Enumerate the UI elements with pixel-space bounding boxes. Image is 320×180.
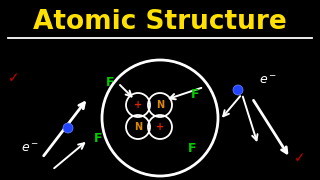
Text: $e^-$: $e^-$ <box>259 73 277 87</box>
Text: Atomic Structure: Atomic Structure <box>33 9 287 35</box>
Circle shape <box>233 85 243 95</box>
Text: +: + <box>134 100 142 110</box>
Text: +: + <box>156 122 164 132</box>
Text: ✓: ✓ <box>294 151 306 165</box>
Text: F: F <box>106 75 114 89</box>
Text: N: N <box>134 122 142 132</box>
Text: N: N <box>156 100 164 110</box>
Text: $e^-$: $e^-$ <box>21 141 39 154</box>
Text: F: F <box>188 141 196 154</box>
Text: ✓: ✓ <box>8 71 20 85</box>
Text: F: F <box>94 132 102 145</box>
Circle shape <box>63 123 73 133</box>
Text: F: F <box>191 89 199 102</box>
